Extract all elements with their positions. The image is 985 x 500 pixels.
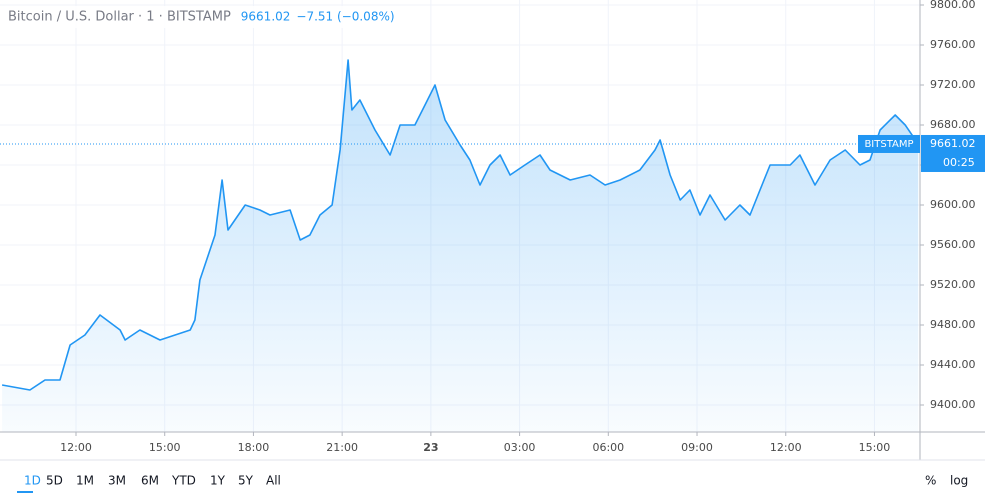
x-tick-label: 23 — [423, 441, 438, 454]
x-tick-label: 03:00 — [504, 441, 536, 454]
legend-price: 9661.02 — [241, 10, 291, 24]
y-tick-label: 9600.00 — [930, 198, 976, 211]
range-button[interactable]: 5D — [46, 474, 63, 488]
percent-button[interactable]: % — [925, 474, 936, 488]
price-label: 9661.02 — [930, 137, 976, 150]
x-tick-label: 21:00 — [326, 441, 358, 454]
range-button[interactable]: 6M — [141, 474, 159, 488]
source-label-bg — [858, 134, 920, 153]
y-tick-label: 9560.00 — [930, 238, 976, 251]
y-tick-label: 9440.00 — [930, 358, 976, 371]
legend-bg — [4, 6, 416, 28]
y-tick-label: 9480.00 — [930, 318, 976, 331]
log-button[interactable]: log — [950, 474, 968, 488]
range-button[interactable]: 1M — [76, 474, 94, 488]
y-tick-label: 9800.00 — [930, 0, 976, 11]
x-tick-label: 09:00 — [681, 441, 713, 454]
y-tick-label: 9720.00 — [930, 78, 976, 91]
x-tick-label: 06:00 — [592, 441, 624, 454]
x-tick-label: 18:00 — [238, 441, 270, 454]
countdown-label: 00:25 — [943, 156, 975, 169]
legend-change: −7.51 (−0.08%) — [296, 10, 394, 24]
area — [2, 60, 919, 432]
x-tick-label: 12:00 — [60, 441, 92, 454]
range-button[interactable]: 1D — [24, 474, 41, 488]
line — [1, 59, 919, 391]
range-button[interactable]: 5Y — [238, 474, 254, 488]
range-button[interactable]: 1Y — [210, 474, 226, 488]
chart-title: Bitcoin / U.S. Dollar · 1 · BITSTAMP — [8, 10, 231, 25]
x-tick-label: 15:00 — [859, 441, 891, 454]
y-tick-label: 9400.00 — [930, 398, 976, 411]
range-button[interactable]: All — [266, 474, 281, 488]
x-tick-label: 12:00 — [770, 441, 802, 454]
price-label-bg — [921, 134, 985, 172]
y-tick-label: 9680.00 — [930, 118, 976, 131]
y-tick-label: 9520.00 — [930, 278, 976, 291]
range-button[interactable]: 3M — [108, 474, 126, 488]
y-tick-label: 9760.00 — [930, 38, 976, 51]
source-label: BITSTAMP — [864, 139, 913, 150]
x-tick-label: 15:00 — [149, 441, 181, 454]
range-button[interactable]: YTD — [171, 474, 196, 488]
